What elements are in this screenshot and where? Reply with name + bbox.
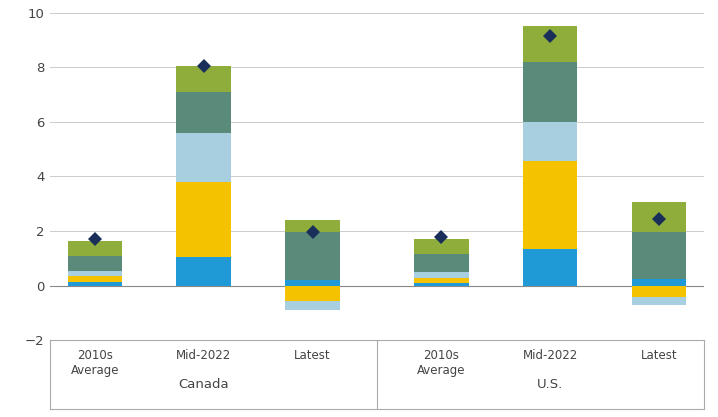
Bar xyxy=(285,301,340,310)
Bar xyxy=(632,202,686,232)
Bar xyxy=(67,256,122,271)
Bar xyxy=(632,232,686,279)
Bar xyxy=(523,62,577,122)
Bar xyxy=(285,232,340,280)
Bar xyxy=(177,66,231,92)
Bar xyxy=(67,241,122,256)
Bar xyxy=(67,271,122,276)
Text: Canada: Canada xyxy=(178,377,229,391)
Bar xyxy=(177,133,231,182)
Bar xyxy=(414,254,469,272)
Text: 2010s
Average: 2010s Average xyxy=(70,349,119,377)
Bar xyxy=(523,249,577,286)
Bar xyxy=(177,257,231,286)
Bar xyxy=(414,278,469,283)
Bar xyxy=(177,182,231,257)
Bar xyxy=(414,239,469,254)
Bar xyxy=(285,286,340,301)
Bar xyxy=(632,279,686,286)
Text: Mid-2022: Mid-2022 xyxy=(176,349,231,362)
Text: 2010s
Average: 2010s Average xyxy=(417,349,465,377)
Bar xyxy=(285,280,340,286)
Bar xyxy=(414,272,469,278)
Text: Mid-2022: Mid-2022 xyxy=(523,349,578,362)
Bar xyxy=(632,286,686,296)
Text: U.S.: U.S. xyxy=(537,377,564,391)
Text: Latest: Latest xyxy=(294,349,331,362)
Bar xyxy=(523,122,577,161)
Bar xyxy=(67,281,122,286)
Bar xyxy=(67,276,122,281)
Text: Latest: Latest xyxy=(640,349,677,362)
Bar xyxy=(177,92,231,133)
Bar xyxy=(285,220,340,232)
Bar xyxy=(523,161,577,249)
Bar xyxy=(523,26,577,62)
Bar xyxy=(414,283,469,286)
Bar xyxy=(632,296,686,305)
